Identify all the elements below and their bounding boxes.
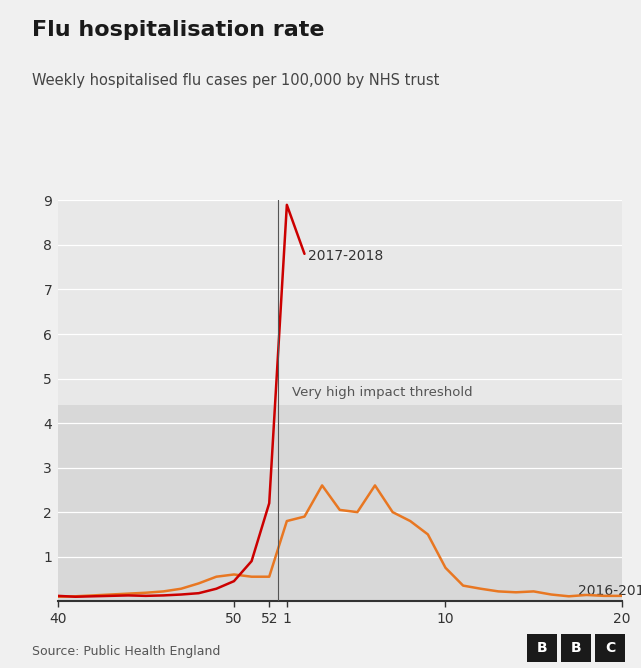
FancyBboxPatch shape	[527, 633, 557, 663]
Bar	[58, 200, 622, 405]
Text: B: B	[570, 641, 581, 655]
FancyBboxPatch shape	[595, 633, 625, 663]
Text: Very high impact threshold: Very high impact threshold	[292, 385, 473, 399]
Text: C: C	[605, 641, 615, 655]
Text: Flu hospitalisation rate: Flu hospitalisation rate	[32, 20, 324, 40]
Text: B: B	[537, 641, 547, 655]
Text: 2016-2017: 2016-2017	[578, 584, 641, 599]
FancyBboxPatch shape	[561, 633, 591, 663]
Text: Weekly hospitalised flu cases per 100,000 by NHS trust: Weekly hospitalised flu cases per 100,00…	[32, 73, 440, 88]
Text: Source: Public Health England: Source: Public Health England	[32, 645, 221, 658]
Text: 2017-2018: 2017-2018	[308, 249, 383, 263]
